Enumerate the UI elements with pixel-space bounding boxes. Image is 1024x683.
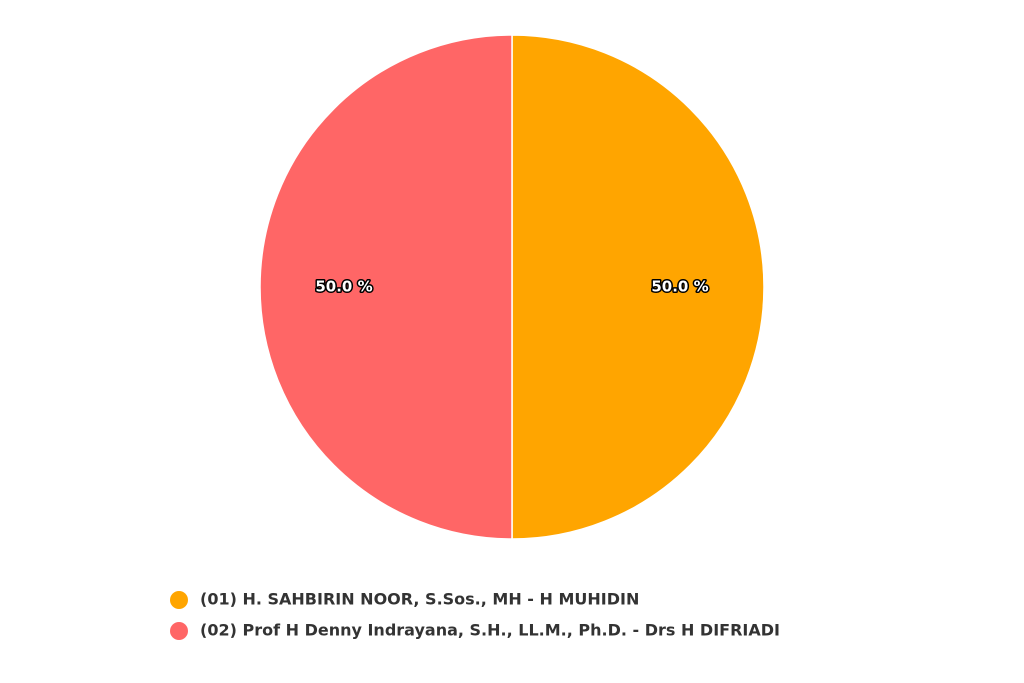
legend-marker: [170, 622, 188, 640]
legend-marker: [170, 591, 188, 609]
legend-label: (02) Prof H Denny Indrayana, S.H., LL.M.…: [200, 621, 780, 640]
legend-label: (01) H. SAHBIRIN NOOR, S.Sos., MH - H MU…: [200, 590, 639, 609]
pie-slice: [511, 34, 765, 540]
data-label: 50.0 %: [651, 278, 708, 296]
data-label: 50.0 %: [315, 278, 372, 296]
pie-slice: [259, 34, 513, 540]
